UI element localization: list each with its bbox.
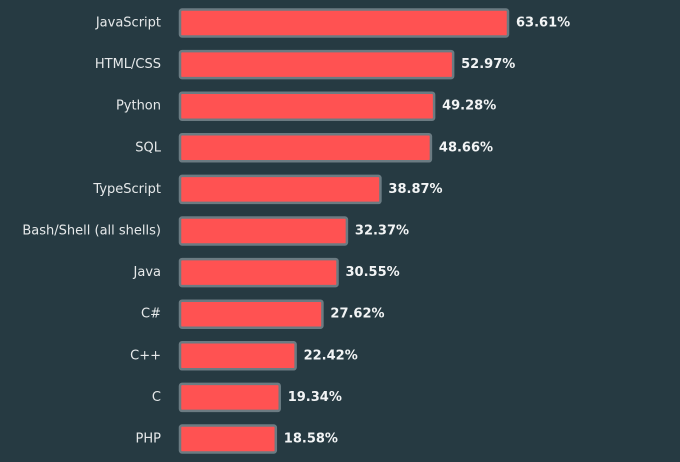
- bar: [178, 382, 281, 413]
- category-label: C++: [130, 348, 161, 363]
- category-label: HTML/CSS: [95, 57, 161, 72]
- category-label: SQL: [135, 140, 161, 155]
- value-label: 63.61%: [516, 16, 570, 31]
- value-label: 38.87%: [388, 182, 442, 197]
- category-label: Python: [116, 99, 161, 114]
- value-label: 48.66%: [439, 140, 493, 155]
- bar: [178, 8, 510, 38]
- bar: [178, 133, 433, 163]
- value-label: 22.42%: [304, 348, 358, 363]
- bar: [178, 257, 339, 288]
- value-label: 49.28%: [442, 99, 496, 114]
- bar: [178, 216, 349, 246]
- value-label: 19.34%: [288, 390, 342, 405]
- value-label: 32.37%: [355, 224, 409, 239]
- value-label: 27.62%: [330, 307, 384, 322]
- category-label: Bash/Shell (all shells): [22, 224, 161, 239]
- category-label: Java: [133, 265, 161, 280]
- bar: [178, 424, 278, 454]
- category-label: PHP: [136, 432, 162, 447]
- bar: [178, 91, 436, 121]
- category-label: C: [152, 390, 161, 405]
- value-label: 52.97%: [461, 57, 515, 72]
- category-label: C#: [141, 307, 161, 322]
- value-label: 18.58%: [284, 432, 338, 447]
- bar: [178, 341, 297, 371]
- bar: [178, 299, 324, 329]
- category-label: TypeScript: [92, 182, 161, 197]
- bar: [178, 174, 382, 205]
- category-label: JavaScript: [95, 16, 161, 31]
- bar: [178, 49, 455, 80]
- value-label: 30.55%: [346, 265, 400, 280]
